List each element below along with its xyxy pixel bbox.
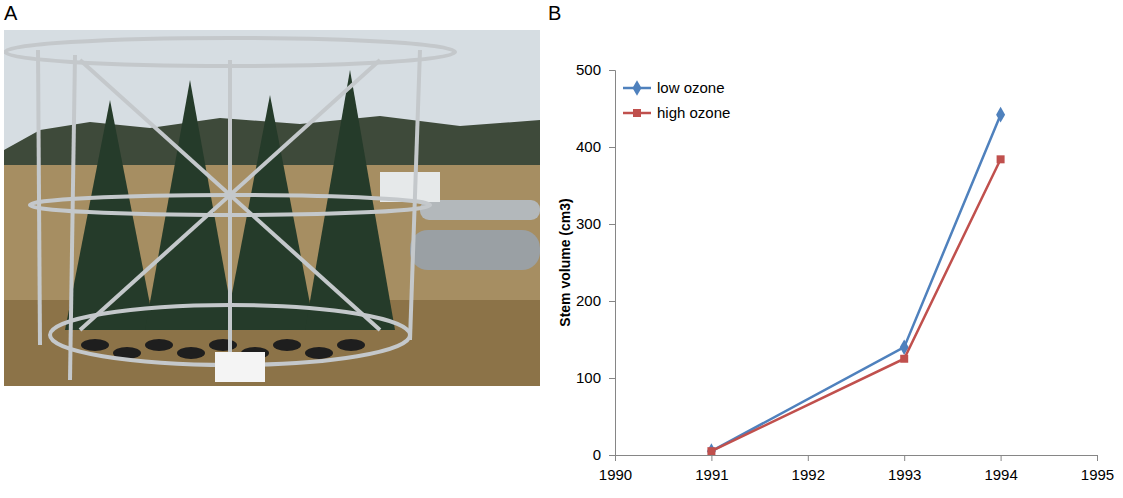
legend: low ozone high ozone — [623, 79, 730, 121]
x-axis-tick: 1990 — [599, 455, 632, 483]
pot — [145, 339, 173, 351]
pot — [209, 339, 237, 351]
y-axis-tick-label: 500 — [576, 61, 601, 78]
x-axis-tick-mark — [808, 455, 809, 461]
pot — [305, 347, 333, 359]
pipe — [420, 200, 540, 220]
x-axis-tick-label: 1993 — [888, 466, 921, 483]
x-axis-tick-mark — [1097, 455, 1098, 461]
y-axis-tick-label: 200 — [576, 292, 601, 309]
x-axis-tick-label: 1995 — [1081, 466, 1114, 483]
pot — [81, 339, 109, 351]
pot — [337, 339, 365, 351]
x-axis-tick: 1993 — [888, 455, 921, 483]
x-axis-tick: 1992 — [792, 455, 825, 483]
x-axis: 1990 1991 1992 1993 1994 1995 — [599, 455, 1114, 483]
pipe — [410, 230, 540, 270]
y-axis-tick-mark — [609, 224, 615, 225]
series-marker — [707, 447, 715, 455]
legend-label: high ozone — [657, 104, 730, 121]
x-axis-line — [616, 456, 1098, 462]
pot — [177, 347, 205, 359]
y-axis-tick-mark — [609, 70, 615, 71]
y-axis-tick: 500 — [576, 61, 615, 78]
y-axis-tick-label: 300 — [576, 215, 601, 232]
y-axis-tick: 300 — [576, 215, 615, 232]
x-axis-tick-mark — [1001, 455, 1002, 461]
figure: A B 1990 1991 1992 1993 1994 1995 0 100 200 300 400 5… — [0, 0, 1123, 498]
photo — [4, 30, 540, 386]
y-axis-tick-label: 0 — [593, 446, 601, 463]
series-marker — [707, 443, 716, 455]
x-axis-tick-label: 1992 — [792, 466, 825, 483]
panel-label: B — [548, 2, 561, 24]
y-axis-tick-mark — [609, 301, 615, 302]
panel-label: A — [4, 2, 18, 24]
legend-marker — [633, 80, 642, 96]
series-marker — [997, 155, 1005, 163]
legend-entry: low ozone — [623, 79, 725, 96]
x-axis-tick: 1991 — [695, 455, 728, 483]
series-marker — [900, 355, 908, 363]
series-marker — [996, 107, 1005, 123]
y-axis-tick-mark — [609, 455, 615, 456]
y-axis: 0 100 200 300 400 500 — [576, 61, 616, 463]
y-axis-tick-mark — [609, 378, 615, 379]
x-axis-tick-label: 1990 — [599, 466, 632, 483]
x-axis-tick: 1995 — [1081, 455, 1114, 483]
x-axis-tick-mark — [711, 455, 712, 461]
y-axis-title: Stem volume (cm3) — [557, 198, 573, 326]
legend-entry: high ozone — [623, 104, 730, 121]
y-axis-line — [609, 71, 616, 456]
x-axis-tick-label: 1991 — [695, 466, 728, 483]
y-axis-tick-mark — [609, 147, 615, 148]
x-axis-tick: 1994 — [984, 455, 1017, 483]
y-axis-tick: 200 — [576, 292, 615, 309]
y-axis-tick-label: 100 — [576, 369, 601, 386]
chamber-frame — [5, 38, 455, 380]
sign — [215, 352, 265, 382]
plot-area — [707, 107, 1005, 455]
legend-marker — [633, 109, 641, 117]
series-line — [711, 159, 1000, 451]
y-axis-tick: 0 — [593, 446, 615, 463]
x-axis-tick-label: 1994 — [984, 466, 1017, 483]
y-axis-tick-label: 400 — [576, 138, 601, 155]
y-axis-tick: 400 — [576, 138, 615, 155]
legend-label: low ozone — [657, 79, 725, 96]
sky — [4, 30, 540, 386]
y-axis-tick: 100 — [576, 369, 615, 386]
series-line — [711, 115, 1000, 451]
x-axis-tick-mark — [904, 455, 905, 461]
pot — [273, 339, 301, 351]
